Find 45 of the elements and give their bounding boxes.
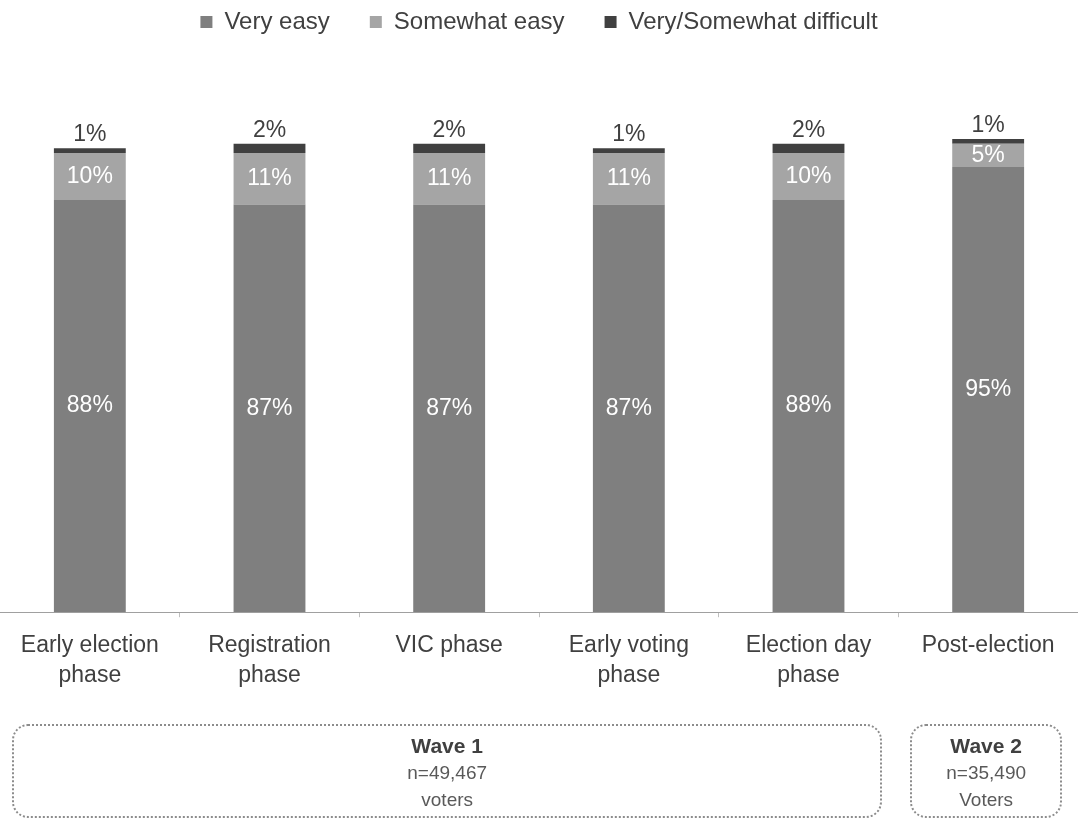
data-label: 1% (73, 120, 107, 147)
data-label: 87% (246, 393, 293, 420)
data-label: 88% (785, 391, 832, 418)
x-tick-label: Registration phase (208, 631, 331, 688)
bar (233, 153, 306, 205)
data-label: 2% (432, 115, 466, 142)
data-label: 87% (605, 393, 652, 420)
data-label: 10% (785, 161, 832, 188)
data-label: 2% (791, 115, 826, 142)
bar (592, 148, 665, 154)
bar (772, 199, 845, 613)
data-label: 1% (612, 120, 646, 147)
bar (772, 143, 845, 154)
data-label: 2% (252, 115, 287, 142)
legend-label: Very easy (224, 6, 330, 34)
bar (413, 153, 486, 205)
x-tick-label: Early voting phase (568, 631, 689, 688)
data-label: 11% (427, 164, 472, 191)
bar (233, 204, 306, 613)
data-label: 87% (426, 393, 473, 420)
data-label: 5% (971, 140, 1005, 167)
bar (952, 139, 1025, 144)
x-tick-label: Election day phase (745, 631, 872, 688)
bar (413, 204, 486, 613)
data-label: 1% (971, 110, 1005, 137)
bar (413, 143, 486, 154)
data-label: 11% (606, 164, 651, 191)
x-tick-label: VIC phase (395, 631, 503, 658)
bar (592, 204, 665, 613)
text: Wave 2 n=35,490 Voters (945, 733, 1028, 812)
x-tick-label: Post-election (921, 631, 1055, 658)
legend-label: Very/Somewhat difficult (628, 6, 878, 34)
x-tick-label: Early election phase (20, 631, 159, 688)
text: Wave 1 n=49,467 voters (406, 733, 489, 812)
bar (53, 148, 126, 154)
legend-label: Somewhat easy (393, 6, 565, 34)
data-label: 10% (66, 161, 113, 188)
data-label: 11% (247, 164, 292, 191)
bar (233, 143, 306, 154)
data-label: 88% (66, 391, 113, 418)
bar (592, 153, 665, 205)
bar (952, 167, 1025, 613)
bar (53, 153, 126, 200)
bar (53, 199, 126, 613)
data-label: 95% (965, 375, 1012, 401)
